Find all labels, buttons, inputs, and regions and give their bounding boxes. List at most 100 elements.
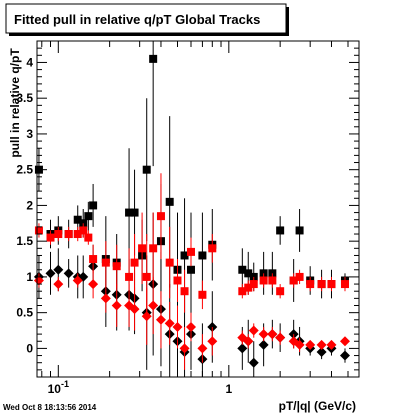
data-point-square <box>276 226 285 235</box>
data-point-diamond <box>326 339 337 350</box>
data-point-square <box>79 226 88 235</box>
data-point-square <box>46 233 55 242</box>
data-point-square <box>130 258 139 267</box>
data-point-square <box>138 244 147 253</box>
data-point-diamond <box>72 275 83 286</box>
data-point-square <box>180 287 189 296</box>
data-point-square <box>142 272 151 281</box>
data-point-square <box>238 265 247 274</box>
data-point-square <box>149 54 158 63</box>
data-point-square <box>101 258 110 267</box>
y-tick-label: 1.5 <box>16 234 33 248</box>
data-point-diamond <box>129 304 140 315</box>
y-axis-label: pull in relative q/pT <box>8 48 22 158</box>
y-tick-label: 0 <box>26 341 33 355</box>
data-point-square <box>289 276 298 285</box>
data-point-diamond <box>207 336 218 347</box>
data-point-square <box>180 251 189 260</box>
data-point-square <box>244 269 253 278</box>
y-tick-label: 2.5 <box>16 163 33 177</box>
data-point-diamond <box>33 275 44 286</box>
data-point-square <box>89 201 98 210</box>
data-point-diamond <box>258 339 269 350</box>
data-point-diamond <box>185 321 196 332</box>
data-point-square <box>125 208 134 217</box>
data-point-square <box>89 255 98 264</box>
data-point-diamond <box>305 339 316 350</box>
x-tick-label: 1 <box>225 382 232 396</box>
data-point-diamond <box>45 268 56 279</box>
data-point-diamond <box>179 343 190 354</box>
data-point-square <box>73 215 82 224</box>
chart-title: Fitted pull in relative q/pT Global Trac… <box>14 12 260 27</box>
data-point-diamond <box>237 343 248 354</box>
series-2 <box>34 173 349 320</box>
data-point-diamond <box>339 350 350 361</box>
data-marks <box>33 41 350 377</box>
title-box-shadow-bottom <box>9 33 289 36</box>
data-point-square <box>340 280 349 289</box>
x-tick-label-exponent: -1 <box>61 379 69 389</box>
data-point-diamond <box>172 321 183 332</box>
title-box: Fitted pull in relative q/pT Global Trac… <box>5 3 289 36</box>
data-point-diamond <box>197 343 208 354</box>
data-point-diamond <box>316 339 327 350</box>
data-point-diamond <box>63 268 74 279</box>
data-point-square <box>327 280 336 289</box>
data-point-diamond <box>155 314 166 325</box>
data-point-diamond <box>339 336 350 347</box>
data-point-diamond <box>164 318 175 329</box>
data-point-square <box>259 276 268 285</box>
data-point-diamond <box>111 300 122 311</box>
data-point-diamond <box>267 329 278 340</box>
data-point-square <box>276 287 285 296</box>
data-point-diamond <box>53 279 64 290</box>
data-point-diamond <box>243 336 254 347</box>
data-point-square <box>295 226 304 235</box>
y-tick-label: 2 <box>26 198 33 212</box>
title-box-shadow <box>286 7 289 36</box>
data-point-square <box>295 272 304 281</box>
y-tick-label: 0.5 <box>16 306 33 320</box>
title-box-frame <box>5 3 287 34</box>
data-point-square <box>186 247 195 256</box>
data-point-square <box>142 165 151 174</box>
y-tick-label: 3 <box>26 127 33 141</box>
data-point-square <box>84 233 93 242</box>
data-point-square <box>198 290 207 299</box>
data-point-square <box>198 251 207 260</box>
data-point-diamond <box>53 264 64 275</box>
plot-frame-fill <box>37 41 359 377</box>
data-point-square <box>130 208 139 217</box>
plot-frame <box>36 40 360 378</box>
series-3 <box>33 269 350 370</box>
timestamp-footer: Wed Oct 8 18:13:56 2014 <box>3 403 97 412</box>
data-point-square <box>165 258 174 267</box>
data-point-diamond <box>258 329 269 340</box>
data-point-square <box>34 226 43 235</box>
y-tick-label: 1 <box>26 270 33 284</box>
data-point-diamond <box>88 279 99 290</box>
data-point-square <box>249 280 258 289</box>
data-point-square <box>149 244 158 253</box>
data-point-square <box>64 230 73 239</box>
data-point-square <box>208 244 217 253</box>
data-point-square <box>165 197 174 206</box>
data-point-diamond <box>294 339 305 350</box>
data-point-square <box>112 262 121 271</box>
data-point-square <box>173 276 182 285</box>
data-point-square <box>125 272 134 281</box>
data-point-diamond <box>141 311 152 322</box>
data-point-square <box>54 230 63 239</box>
data-point-square <box>156 212 165 221</box>
data-point-square <box>306 280 315 289</box>
data-point-square <box>186 265 195 274</box>
data-point-square <box>238 287 247 296</box>
data-point-diamond <box>275 332 286 343</box>
data-point-square <box>84 212 93 221</box>
data-point-diamond <box>248 325 259 336</box>
data-point-diamond <box>316 346 327 357</box>
data-point-square <box>268 276 277 285</box>
data-point-square <box>317 280 326 289</box>
